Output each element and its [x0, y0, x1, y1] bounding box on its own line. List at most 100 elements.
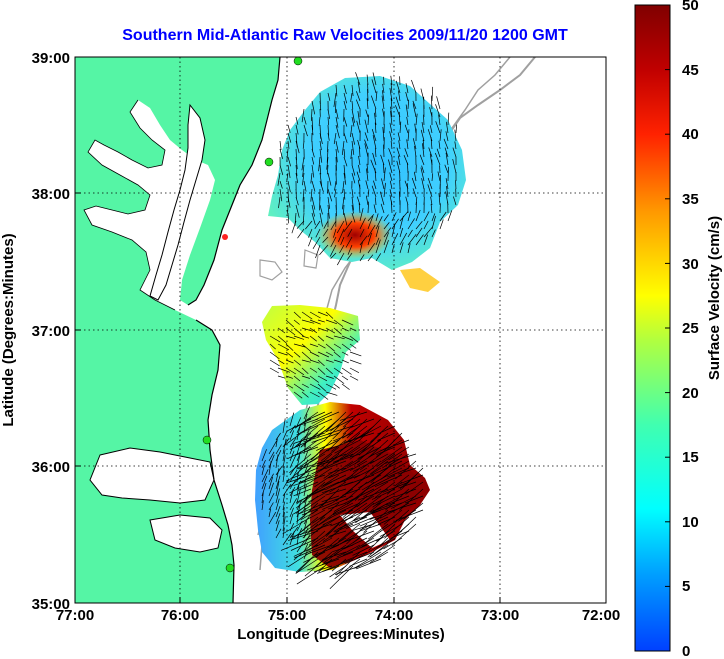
velocity-vector: [444, 164, 449, 174]
velocity-vector: [325, 383, 337, 390]
velocity-vector: [357, 81, 361, 94]
velocity-vector: [325, 516, 347, 536]
velocity-vector: [407, 99, 410, 110]
velocity-vector: [349, 375, 359, 381]
velocity-vector: [315, 228, 321, 238]
x-tick-label: 73:00: [481, 607, 519, 624]
velocity-vector: [351, 84, 354, 97]
colorbar-tick-label: 5: [682, 578, 690, 595]
velocity-vector: [336, 474, 361, 484]
velocity-vector: [330, 516, 354, 527]
velocity-vector: [321, 495, 340, 503]
velocity-vector: [335, 140, 339, 153]
velocity-vector: [308, 530, 333, 547]
velocity-vector: [435, 121, 441, 134]
velocity-vector: [343, 432, 375, 443]
velocity-vector: [313, 565, 333, 573]
velocity-vector: [279, 148, 283, 159]
velocity-vector: [375, 253, 382, 262]
velocity-vector: [316, 565, 340, 574]
velocity-vector: [285, 367, 297, 375]
velocity-vector: [359, 453, 382, 471]
velocity-vector: [318, 156, 321, 172]
velocity-vector: [334, 565, 361, 575]
velocity-vector: [345, 530, 375, 542]
velocity-vector: [294, 432, 312, 448]
velocity-vector: [382, 481, 410, 493]
velocity-vector: [399, 227, 404, 238]
velocity-vector: [327, 124, 329, 136]
velocity-vector: [312, 509, 333, 524]
velocity-vector: [289, 443, 295, 455]
velocity-vector: [303, 494, 309, 504]
velocity-vector: [277, 351, 287, 356]
velocity-vector: [334, 523, 354, 533]
velocity-vector: [385, 495, 410, 506]
chesapeake-bay: [149, 103, 206, 301]
velocity-vector: [359, 208, 364, 222]
velocity-vector: [312, 495, 333, 515]
velocity-vector: [398, 111, 401, 126]
velocity-vector: [301, 367, 309, 374]
velocity-vector: [293, 327, 304, 337]
velocity-vector: [429, 125, 433, 134]
velocity-vector: [340, 236, 345, 246]
velocity-vector: [327, 108, 330, 119]
velocity-vector: [317, 319, 325, 323]
velocity-vector: [296, 565, 326, 585]
velocity-vector: [376, 453, 396, 467]
velocity-vector: [431, 229, 436, 238]
velocity-vector: [282, 527, 285, 539]
velocity-vector: [293, 367, 305, 376]
velocity-vector: [454, 129, 457, 142]
velocity-vector: [336, 220, 345, 234]
velocity-vector: [268, 461, 272, 476]
velocity-vector: [325, 335, 334, 340]
velocity-vector: [302, 164, 305, 178]
velocity-vector: [277, 335, 288, 344]
velocity-vector: [328, 537, 347, 549]
velocity-vector: [298, 502, 326, 515]
velocity-vector: [327, 467, 347, 474]
velocity-vector: [287, 212, 290, 224]
velocity-vector: [327, 140, 329, 152]
velocity-vector: [275, 468, 280, 483]
velocity-vector: [296, 451, 302, 462]
radar-site-marker: [293, 57, 303, 66]
velocity-vector: [296, 418, 326, 436]
colorbar-tick-label: 30: [682, 256, 699, 273]
velocity-vector: [370, 95, 377, 110]
velocity-vector: [382, 126, 385, 142]
velocity-vector: [329, 565, 347, 578]
velocity-vector: [289, 498, 298, 511]
velocity-vector: [335, 148, 338, 163]
velocity-vector: [303, 432, 333, 443]
velocity-vector: [375, 237, 380, 246]
radar-site-marker: [264, 157, 274, 167]
velocity-vector: [352, 544, 375, 556]
velocity-vector: [315, 537, 333, 547]
velocity-vector: [282, 449, 286, 462]
velocity-vector: [301, 343, 312, 352]
velocity-vector: [341, 319, 354, 326]
velocity-vector: [343, 164, 346, 179]
velocity-vector: [295, 196, 299, 206]
velocity-vector: [325, 319, 338, 325]
velocity-vector: [341, 551, 368, 563]
velocity-vector: [303, 459, 309, 469]
velocity-vector: [407, 129, 410, 142]
velocity-vector: [293, 432, 326, 444]
velocity-vector: [296, 480, 302, 490]
velocity-vector: [279, 188, 283, 202]
velocity-vector: [296, 471, 299, 483]
velocity-vector: [333, 383, 340, 389]
velocity-vector: [312, 236, 321, 249]
radar-site-marker-inactive: [222, 234, 228, 240]
velocity-vector: [351, 212, 356, 223]
velocity-vector: [383, 144, 385, 158]
velocity-vector: [311, 100, 316, 115]
velocity-vector: [395, 96, 401, 110]
velocity-vector: [434, 152, 441, 166]
velocity-vector: [295, 164, 298, 177]
velocity-vector: [358, 164, 361, 174]
